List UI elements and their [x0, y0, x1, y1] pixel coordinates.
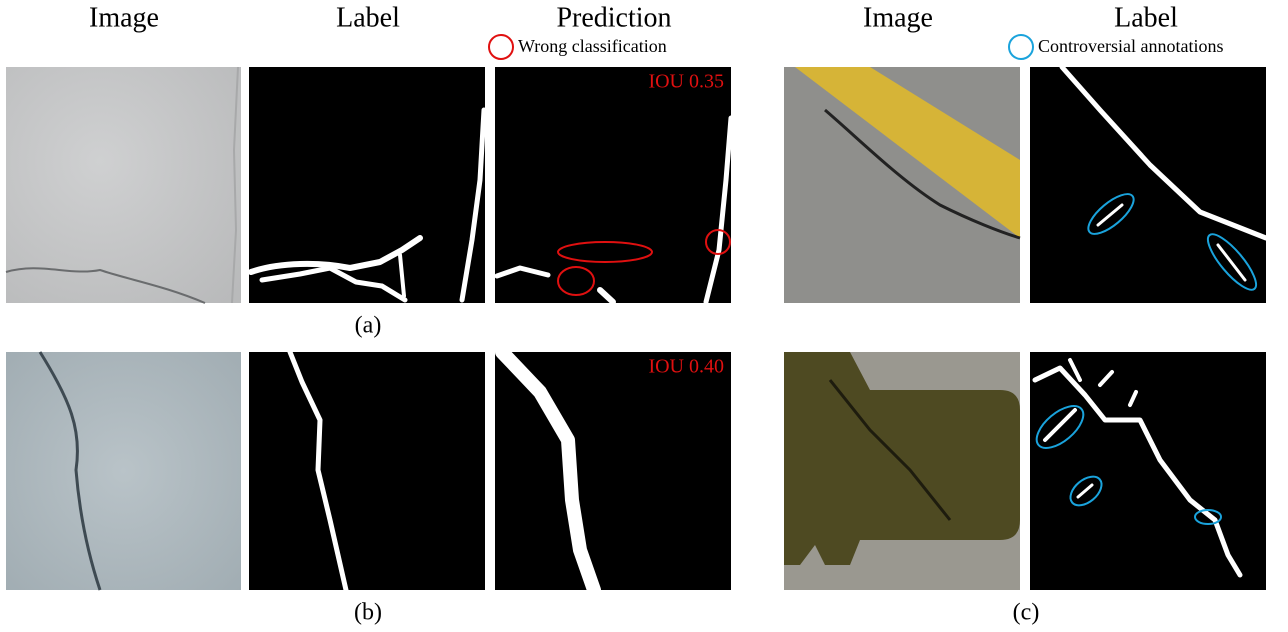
prediction-mask	[495, 67, 731, 303]
iou-label: IOU 0.35	[648, 71, 724, 93]
caption: (a)	[355, 313, 382, 339]
column-header: Image	[89, 2, 159, 33]
legend-label: Controversial annotations	[1038, 36, 1223, 56]
caption: (b)	[354, 600, 382, 626]
legend-icon	[489, 35, 513, 59]
label-mask	[1030, 67, 1266, 303]
page: {"headers": {"left": ["Image", "Label", …	[0, 0, 1288, 632]
label-mask	[249, 352, 485, 590]
column-header: Label	[336, 2, 400, 33]
column-header: Prediction	[556, 2, 671, 33]
label-mask	[1030, 352, 1266, 590]
figure: Image Label Prediction Image Label Wrong…	[0, 0, 1288, 632]
column-header: Image	[863, 2, 933, 33]
legend-label: Wrong classification	[518, 36, 667, 56]
legend-icon	[1009, 35, 1033, 59]
iou-label: IOU 0.40	[648, 356, 724, 378]
crack-image	[6, 352, 241, 590]
caption: (c)	[1013, 600, 1040, 626]
column-header: Label	[1114, 2, 1178, 33]
